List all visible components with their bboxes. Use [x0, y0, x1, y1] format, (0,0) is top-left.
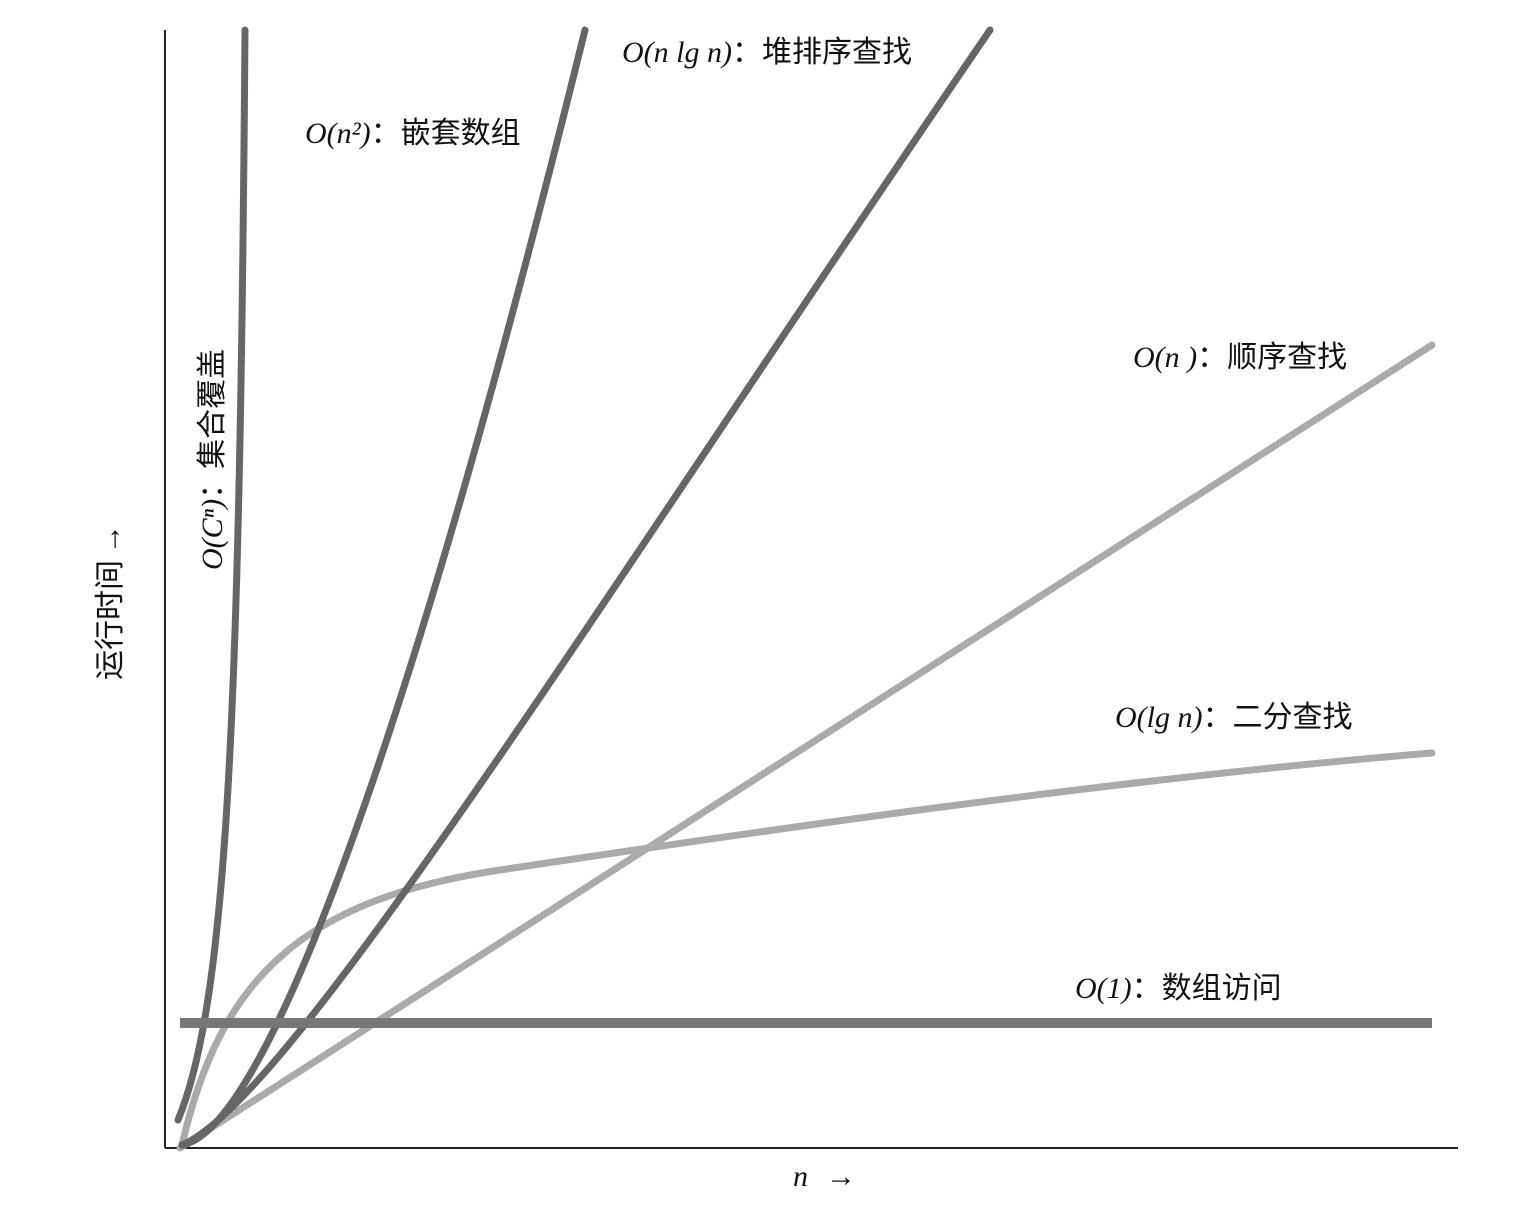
x-arrow: → [826, 1160, 856, 1193]
curve-exponential [174, 26, 249, 1124]
notation: O(1) [1075, 972, 1132, 1005]
description: ：堆排序查找 [732, 36, 912, 69]
x-axis-label: n → [793, 1160, 856, 1193]
notation: O(n²) [305, 117, 371, 150]
description: ：顺序查找 [1197, 341, 1347, 374]
notation: O(lg n) [1115, 701, 1202, 734]
notation: O(n ) [1133, 341, 1197, 374]
notation: O(Cⁿ) [196, 499, 229, 570]
curve-log [178, 749, 1436, 1149]
y-axis-label: 运行时间 → [94, 524, 127, 680]
notation: O(n lg n) [622, 36, 732, 69]
y-label-text: 运行时间 [94, 560, 127, 680]
curve-label: O(n )：顺序查找 [1133, 341, 1347, 374]
curve-label: O(Cⁿ)：集合覆盖 [196, 349, 229, 570]
description: ：嵌套数组 [371, 117, 521, 150]
curve-nlogn [178, 26, 994, 1149]
curve-label: O(n²)：嵌套数组 [305, 117, 521, 150]
description: ：集合覆盖 [196, 349, 229, 499]
curve-label: O(1)：数组访问 [1075, 972, 1282, 1005]
description: ：二分查找 [1202, 701, 1352, 734]
description: ：数组访问 [1132, 972, 1282, 1005]
curve-label: O(n lg n)：堆排序查找 [622, 36, 912, 69]
curve-linear [176, 341, 1436, 1152]
x-label-text: n [793, 1160, 808, 1193]
y-arrow: → [94, 524, 127, 554]
curve-label: O(lg n)：二分查找 [1115, 701, 1352, 734]
